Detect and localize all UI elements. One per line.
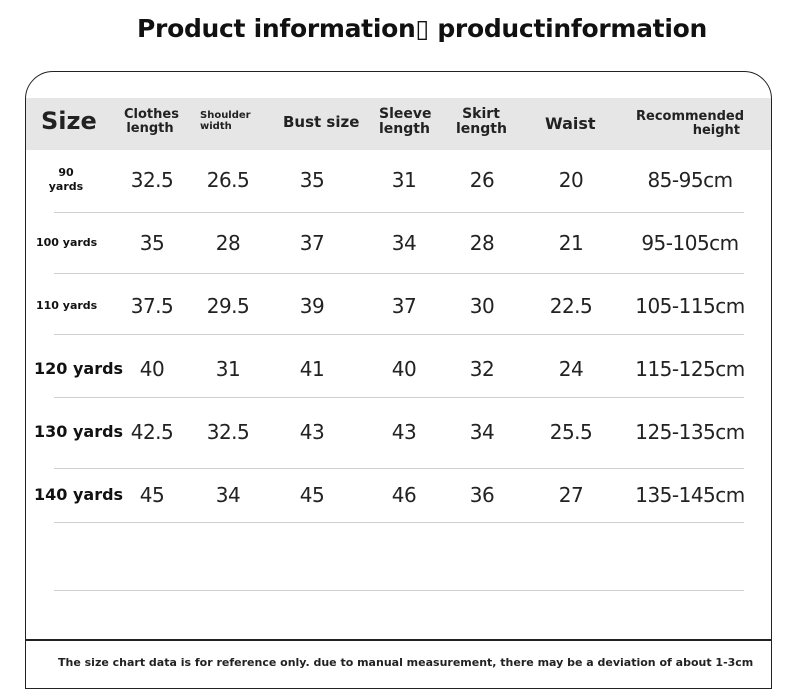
cell-waist: 20 xyxy=(558,168,584,192)
size-chart-note: The size chart data is for reference onl… xyxy=(58,656,754,669)
page-title: Product information▯ productinformation xyxy=(137,14,707,43)
row-divider xyxy=(54,590,744,591)
cell-clothes-length: 35 xyxy=(139,231,165,255)
cell-recommended-height: 95-105cm xyxy=(641,231,739,255)
cell-waist: 27 xyxy=(558,483,584,507)
size-chart-card: Size Clothes length Shoulder width Bust … xyxy=(25,71,772,689)
cell-bust-size: 39 xyxy=(299,294,325,318)
cell-shoulder-width: 29.5 xyxy=(206,294,250,318)
header-waist: Waist xyxy=(545,114,596,133)
cell-recommended-height: 125-135cm xyxy=(635,420,745,444)
row-divider xyxy=(54,397,744,398)
cell-bust-size: 43 xyxy=(299,420,325,444)
row-divider xyxy=(54,522,744,523)
cell-sleeve-length: 46 xyxy=(391,483,417,507)
cell-waist: 25.5 xyxy=(549,420,593,444)
cell-sleeve-length: 40 xyxy=(391,357,417,381)
cell-shoulder-width: 31 xyxy=(215,357,241,381)
row-divider xyxy=(54,212,744,213)
cell-shoulder-width: 28 xyxy=(215,231,241,255)
cell-skirt-length: 34 xyxy=(469,420,495,444)
cell-bust-size: 41 xyxy=(299,357,325,381)
cell-skirt-length: 30 xyxy=(469,294,495,318)
header-shoulder-width: Shoulder width xyxy=(200,110,251,132)
cell-waist: 24 xyxy=(558,357,584,381)
cell-clothes-length: 40 xyxy=(139,357,165,381)
footer-divider xyxy=(26,639,771,641)
cell-recommended-height: 115-125cm xyxy=(635,357,745,381)
row-size-label: 120 yards xyxy=(34,359,124,378)
row-size-label: 130 yards xyxy=(34,422,124,441)
header-bust-size: Bust size xyxy=(283,113,360,131)
cell-shoulder-width: 34 xyxy=(215,483,241,507)
cell-sleeve-length: 43 xyxy=(391,420,417,444)
cell-clothes-length: 37.5 xyxy=(130,294,174,318)
cell-shoulder-width: 26.5 xyxy=(206,168,250,192)
cell-recommended-height: 105-115cm xyxy=(635,294,745,318)
cell-recommended-height: 135-145cm xyxy=(635,483,745,507)
row-divider xyxy=(54,334,744,335)
cell-skirt-length: 26 xyxy=(469,168,495,192)
header-size: Size xyxy=(41,107,97,135)
cell-recommended-height: 85-95cm xyxy=(647,168,733,192)
cell-clothes-length: 42.5 xyxy=(130,420,174,444)
cell-skirt-length: 32 xyxy=(469,357,495,381)
cell-bust-size: 35 xyxy=(299,168,325,192)
row-size-label: 110 yards xyxy=(36,299,98,312)
cell-bust-size: 45 xyxy=(299,483,325,507)
row-divider xyxy=(54,468,744,469)
cell-sleeve-length: 34 xyxy=(391,231,417,255)
row-size-label: 90 yards xyxy=(48,166,84,194)
row-size-label: 140 yards xyxy=(34,485,124,504)
row-size-label: 100 yards xyxy=(36,236,98,249)
cell-waist: 21 xyxy=(558,231,584,255)
cell-bust-size: 37 xyxy=(299,231,325,255)
header-clothes-length: Clothes length xyxy=(124,107,179,136)
cell-shoulder-width: 32.5 xyxy=(206,420,250,444)
header-sleeve-length: Sleeve length xyxy=(379,106,432,137)
cell-sleeve-length: 31 xyxy=(391,168,417,192)
cell-skirt-length: 36 xyxy=(469,483,495,507)
cell-waist: 22.5 xyxy=(549,294,593,318)
cell-sleeve-length: 37 xyxy=(391,294,417,318)
cell-clothes-length: 45 xyxy=(139,483,165,507)
cell-clothes-length: 32.5 xyxy=(130,168,174,192)
table-header: Size Clothes length Shoulder width Bust … xyxy=(26,98,771,150)
row-divider xyxy=(54,273,744,274)
header-skirt-length: Skirt length xyxy=(456,106,507,137)
header-recommended-height: Recommended height xyxy=(636,109,745,138)
cell-skirt-length: 28 xyxy=(469,231,495,255)
